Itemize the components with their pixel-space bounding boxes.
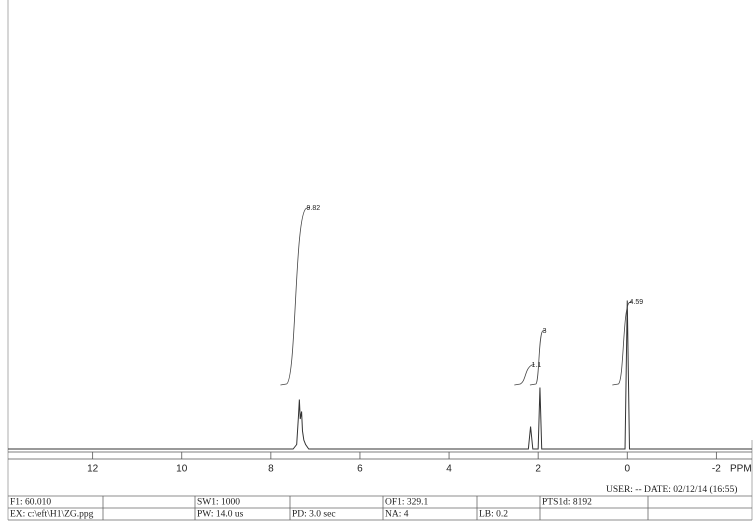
param-cell: LB: 0.2: [479, 510, 508, 520]
x-tick-label: 4: [446, 464, 452, 475]
param-cell: PD: 3.0 sec: [292, 510, 336, 520]
param-cell: OF1: 329.1: [385, 498, 429, 508]
integral-label: 9.82: [306, 205, 320, 212]
param-cell: F1: 60.010: [10, 498, 51, 508]
user-date: USER: -- DATE: 02/12/14 (16:55): [606, 484, 737, 495]
param-cell: NA: 4: [385, 510, 409, 520]
param-cell: SW1: 1000: [197, 498, 240, 508]
integral-curve: [514, 363, 535, 386]
x-tick-label: 12: [87, 464, 99, 475]
x-tick-label: 0: [624, 464, 630, 475]
x-tick-label: 2: [535, 464, 541, 475]
integral-curve: [280, 206, 310, 386]
integral-label: 4.59: [629, 299, 643, 306]
x-axis-label: PPM: [730, 464, 752, 475]
param-cell: PW: 14.0 us: [197, 510, 244, 520]
integral-curve: [612, 301, 633, 386]
param-cell: EX: c:\eft\H1\ZG.ppg: [10, 509, 94, 520]
x-tick-label: -2: [712, 464, 721, 475]
param-cell: PTS1d: 8192: [542, 498, 592, 508]
spectrum-line: [8, 300, 752, 450]
integral-curve: [529, 329, 546, 386]
integral-label: 1.1: [531, 362, 541, 369]
x-tick-label: 6: [357, 464, 363, 475]
x-tick-label: 10: [176, 464, 188, 475]
integral-label: 3: [543, 328, 547, 335]
parameter-table: [8, 495, 752, 521]
x-tick-label: 8: [268, 464, 274, 475]
